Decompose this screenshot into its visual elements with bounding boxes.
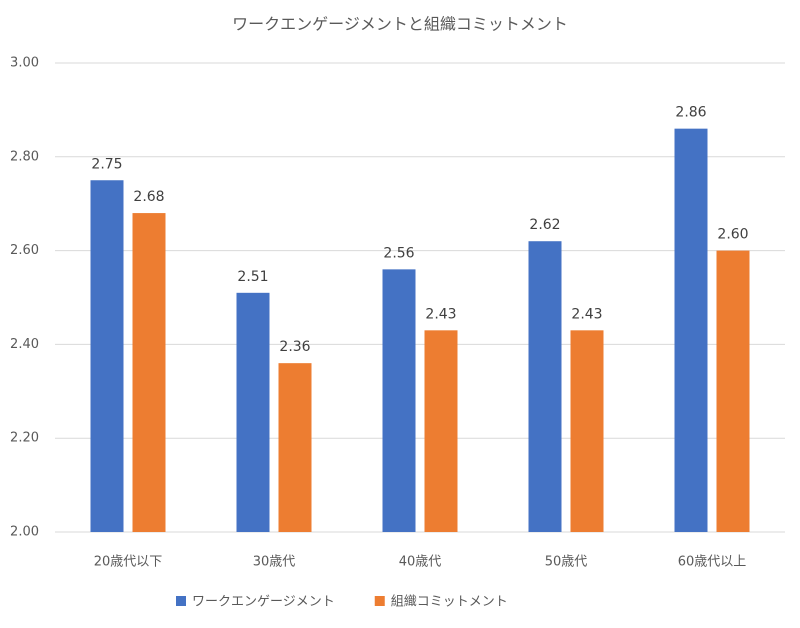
bar — [90, 180, 124, 532]
x-tick-label: 20歳代以下 — [94, 555, 163, 570]
bar — [674, 128, 708, 532]
x-tick-label: 60歳代以上 — [678, 555, 747, 570]
y-tick-label: 2.20 — [10, 431, 39, 446]
y-tick-label: 3.00 — [10, 56, 39, 71]
data-label: 2.43 — [425, 306, 456, 322]
y-tick-label: 2.80 — [10, 149, 39, 164]
data-label: 2.86 — [675, 105, 706, 121]
data-label: 2.60 — [717, 227, 748, 243]
x-tick-label: 50歳代 — [545, 555, 588, 570]
chart-title: ワークエンゲージメントと組織コミットメント — [232, 15, 568, 34]
legend-swatch — [374, 596, 385, 606]
data-label: 2.75 — [91, 156, 122, 172]
legend-swatch — [176, 596, 186, 606]
legend-label: 組織コミットメント — [391, 595, 508, 610]
legend-label: ワークエンゲージメント — [192, 595, 335, 610]
bar — [132, 213, 166, 532]
bar — [424, 330, 458, 532]
data-label: 2.51 — [237, 269, 268, 285]
bar — [570, 330, 604, 532]
x-tick-label: 30歳代 — [253, 555, 296, 570]
y-tick-label: 2.40 — [10, 337, 39, 352]
data-label: 2.43 — [571, 306, 602, 322]
y-tick-label: 2.00 — [10, 525, 39, 540]
data-label: 2.56 — [383, 245, 414, 261]
x-tick-label: 40歳代 — [399, 555, 442, 570]
data-label: 2.68 — [133, 189, 164, 205]
bar — [278, 363, 312, 532]
bar — [236, 292, 270, 532]
data-label: 2.62 — [529, 217, 560, 233]
data-label: 2.36 — [279, 339, 310, 355]
bar — [716, 250, 750, 532]
bar — [528, 241, 562, 532]
bar — [382, 269, 416, 532]
y-tick-label: 2.60 — [10, 243, 39, 258]
